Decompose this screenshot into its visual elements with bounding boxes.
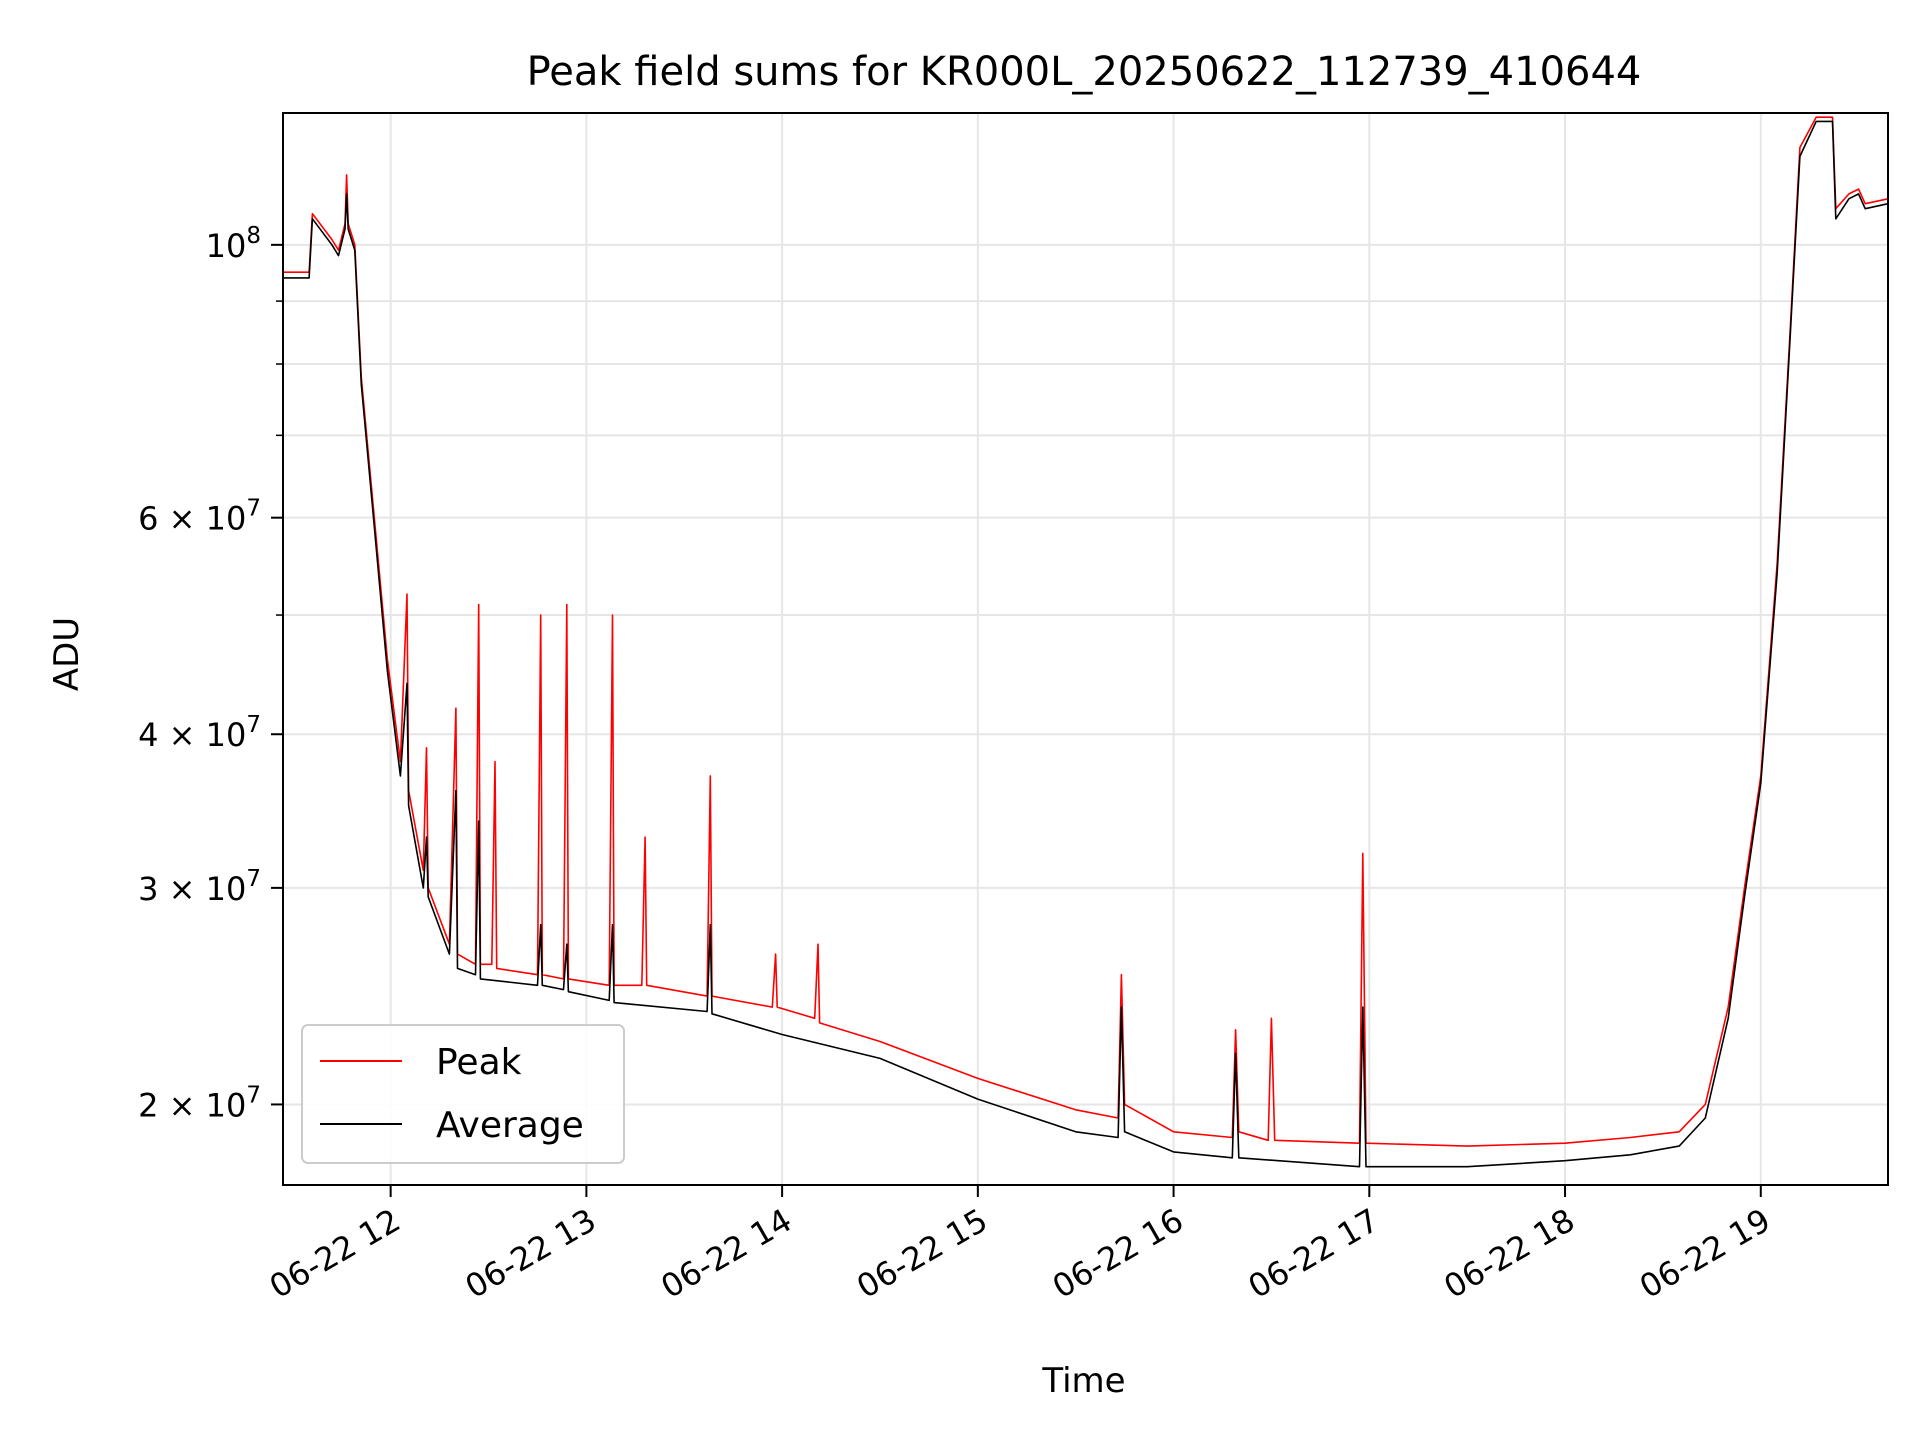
series-layer bbox=[283, 116, 1889, 1168]
y-tick-label: 3 × 107 bbox=[138, 866, 261, 908]
y-axis-label: ADU bbox=[47, 617, 87, 691]
chart-title: Peak field sums for KR000L_20250622_1127… bbox=[527, 49, 1642, 95]
legend: Peak Average bbox=[301, 1024, 625, 1164]
legend-box bbox=[301, 1024, 625, 1164]
plot-frame bbox=[282, 112, 1889, 1186]
series-line-average bbox=[283, 120, 1889, 1168]
legend-label-peak: Peak bbox=[436, 1042, 522, 1083]
y-axis: 2 × 107 3 × 107 4 × 107 6 × 107 108 bbox=[138, 223, 283, 1124]
y-tick-label: 4 × 107 bbox=[138, 712, 261, 754]
y-tick-label: 6 × 107 bbox=[138, 496, 261, 538]
y-tick-label: 2 × 107 bbox=[138, 1082, 261, 1124]
x-axis-label: Time bbox=[1041, 1361, 1125, 1401]
y-tick-label: 108 bbox=[206, 223, 261, 265]
legend-label-average: Average bbox=[436, 1105, 584, 1146]
